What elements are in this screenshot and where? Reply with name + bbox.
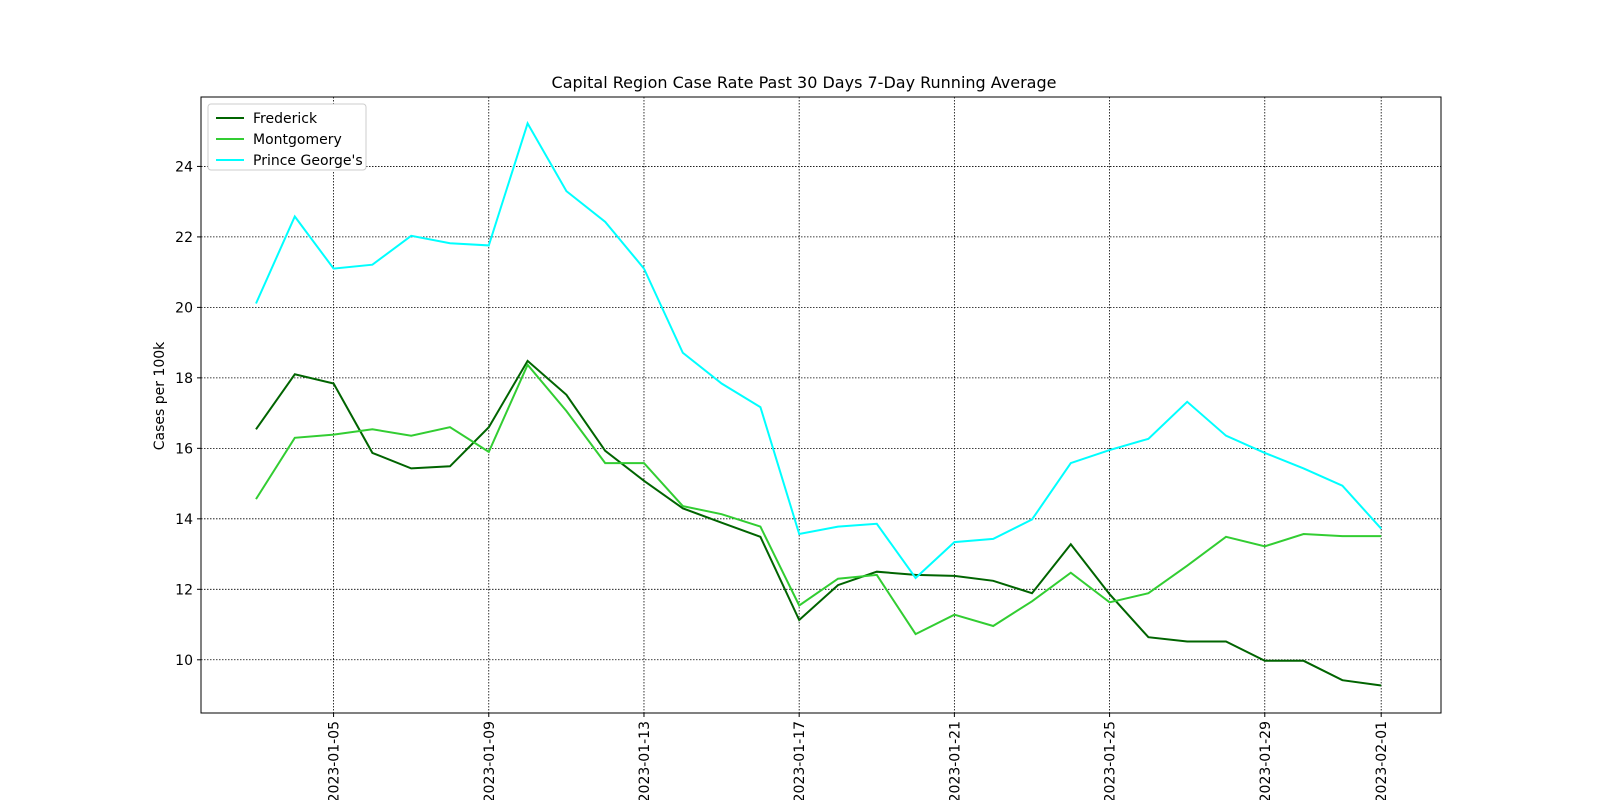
x-tick-label: 2023-01-25 [1103, 721, 1119, 800]
chart-title: Capital Region Case Rate Past 30 Days 7-… [552, 73, 1057, 92]
series-line [255, 359, 1382, 687]
x-tick-label: 2023-01-29 [1258, 721, 1274, 800]
y-tick-label: 22 [175, 230, 193, 246]
plot-frame [200, 96, 1442, 714]
x-tick-label: 2023-01-09 [482, 721, 498, 800]
legend-label: Montgomery [253, 132, 342, 148]
series-line [255, 362, 1382, 636]
y-tick-label: 16 [175, 441, 193, 457]
legend-label: Prince George's [253, 153, 363, 169]
y-tick-label: 20 [175, 300, 193, 316]
x-tick-label: 2023-01-05 [327, 721, 343, 800]
x-tick-label: 2023-01-13 [637, 721, 653, 800]
legend-box [207, 103, 367, 171]
y-tick-label: 24 [175, 159, 193, 175]
y-tick-label: 14 [175, 512, 193, 528]
legend-label: Frederick [253, 111, 318, 127]
x-tick-label: 2023-01-21 [947, 721, 963, 800]
series-line [255, 120, 1382, 580]
x-tick-label: 2023-01-17 [792, 721, 808, 800]
y-tick-label: 10 [175, 653, 193, 669]
y-tick-label: 12 [175, 582, 193, 598]
x-tick-label: 2023-02-01 [1374, 721, 1390, 800]
y-tick-label: 18 [175, 371, 193, 387]
y-axis-label: Cases per 100k [152, 341, 168, 450]
